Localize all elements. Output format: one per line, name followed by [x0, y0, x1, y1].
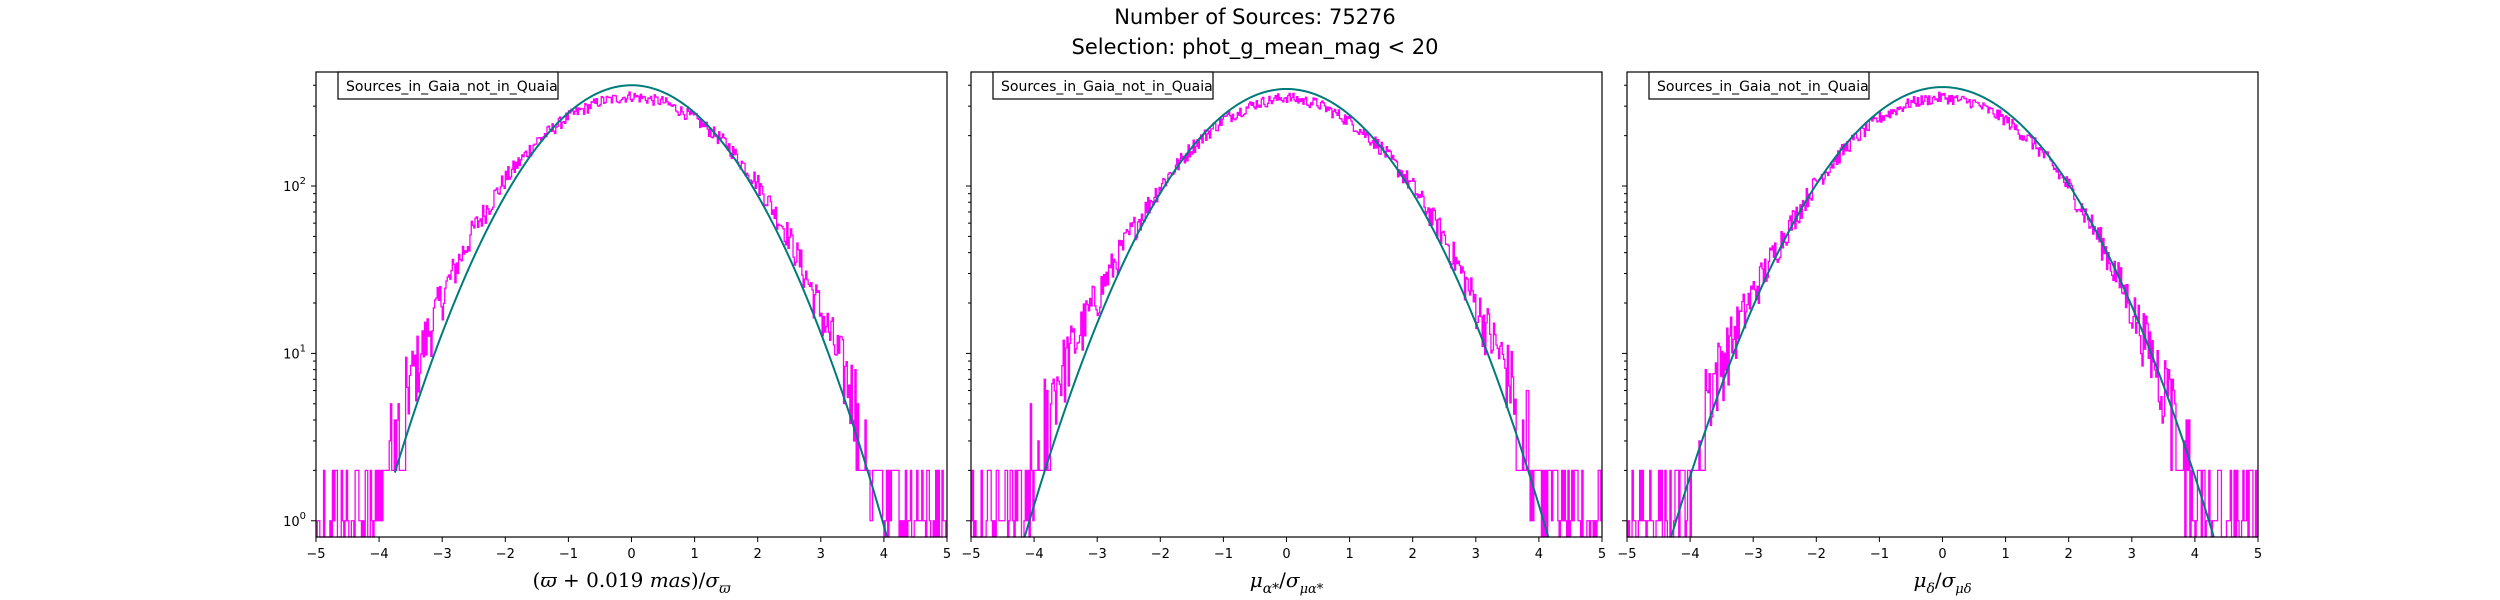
- panel-1: −5 −4 −3 −2 −1 0 1 2 3 4 5 100 101 102 Sources_in_Gai…: [283, 71, 951, 597]
- x-tick-label: −4: [1025, 547, 1044, 562]
- panel-2: −5 −4 −3 −2 −1 0 1 2 3 4 5 Sources_in_Gaia_not_in_…: [961, 71, 1606, 597]
- panel-2-histogram: [970, 92, 1602, 538]
- panel-1-gaussian-curve: [393, 84, 889, 538]
- panel-1-histogram: [316, 91, 947, 538]
- x-tick-label: 5: [2254, 547, 2262, 562]
- x-tick-label: 0: [1282, 547, 1290, 562]
- panel-2-legend-label: Sources_in_Gaia_not_in_Quaia: [1001, 79, 1213, 95]
- x-tick-label: 5: [943, 547, 951, 562]
- panel-3-gaussian-curve: [1670, 86, 2215, 538]
- panel-1-ticks: −5 −4 −3 −2 −1 0 1 2 3 4 5 100 101 102: [283, 84, 951, 562]
- x-tick-label: 2: [754, 547, 762, 562]
- x-tick-label: −5: [306, 547, 325, 562]
- y-tick-label: 102: [283, 176, 306, 195]
- x-tick-label: 4: [1535, 547, 1543, 562]
- panel-1-legend-label: Sources_in_Gaia_not_in_Quaia: [346, 79, 558, 95]
- panel-3: −5 −4 −3 −2 −1 0 1 2 3 4 5 Sources_in_Gaia_not_in_…: [1617, 71, 2262, 597]
- panel-1-frame: [315, 71, 948, 538]
- panel-2-frame: [970, 71, 1603, 538]
- y-tick-label: 101: [283, 343, 306, 362]
- x-tick-label: 1: [690, 547, 698, 562]
- x-tick-label: 2: [1409, 547, 1417, 562]
- panel-1-xlabel: (ϖ + 0.019 mas)/σϖ: [533, 568, 732, 597]
- panel-2-legend: Sources_in_Gaia_not_in_Quaia: [992, 71, 1214, 100]
- panel-3-histogram: [1627, 91, 2258, 538]
- figure-subtitle: Selection: phot_g_mean_mag < 20: [1072, 35, 1439, 60]
- x-tick-label: 5: [1598, 547, 1606, 562]
- x-tick-label: 3: [2128, 547, 2136, 562]
- x-tick-label: −2: [1151, 547, 1170, 562]
- panel-2-legend-box: [992, 71, 1214, 100]
- x-tick-label: −3: [1088, 547, 1107, 562]
- x-tick-label: 0: [627, 547, 635, 562]
- x-tick-label: −1: [1214, 547, 1233, 562]
- x-tick-label: −3: [1744, 547, 1763, 562]
- y-tick-label: 100: [283, 511, 306, 530]
- panel-2-ticks: −5 −4 −3 −2 −1 0 1 2 3 4 5: [961, 84, 1606, 562]
- panel-3-ticks: −5 −4 −3 −2 −1 0 1 2 3 4 5: [1617, 84, 2262, 562]
- x-tick-label: −5: [1617, 547, 1636, 562]
- x-tick-label: 0: [1938, 547, 1946, 562]
- x-tick-label: −2: [496, 547, 515, 562]
- panel-3-legend-box: [1648, 71, 1870, 100]
- x-tick-label: 2: [2065, 547, 2073, 562]
- x-tick-label: 1: [2001, 547, 2009, 562]
- panel-3-frame: [1626, 71, 2259, 538]
- panel-3-legend-label: Sources_in_Gaia_not_in_Quaia: [1657, 79, 1869, 95]
- x-tick-label: −2: [1807, 547, 1826, 562]
- x-tick-label: −1: [559, 547, 578, 562]
- panel-1-legend-box: [337, 71, 559, 100]
- x-tick-label: −3: [433, 547, 452, 562]
- panel-3-legend: Sources_in_Gaia_not_in_Quaia: [1648, 71, 1870, 100]
- panel-2-gaussian-curve: [1023, 87, 1550, 538]
- x-tick-label: 3: [817, 547, 825, 562]
- figure-title: Number of Sources: 75276: [1114, 5, 1396, 29]
- x-tick-label: −4: [1681, 547, 1700, 562]
- x-tick-label: −4: [370, 547, 389, 562]
- x-tick-label: −1: [1870, 547, 1889, 562]
- x-tick-label: −5: [961, 547, 980, 562]
- panel-2-xlabel: μα*/σμα*: [1250, 568, 1324, 597]
- x-tick-label: 4: [2191, 547, 2199, 562]
- x-tick-label: 3: [1472, 547, 1480, 562]
- panel-1-legend: Sources_in_Gaia_not_in_Quaia: [337, 71, 559, 100]
- panel-3-xlabel: μδ/σμδ: [1913, 568, 1971, 597]
- x-tick-label: 4: [880, 547, 888, 562]
- x-tick-label: 1: [1345, 547, 1353, 562]
